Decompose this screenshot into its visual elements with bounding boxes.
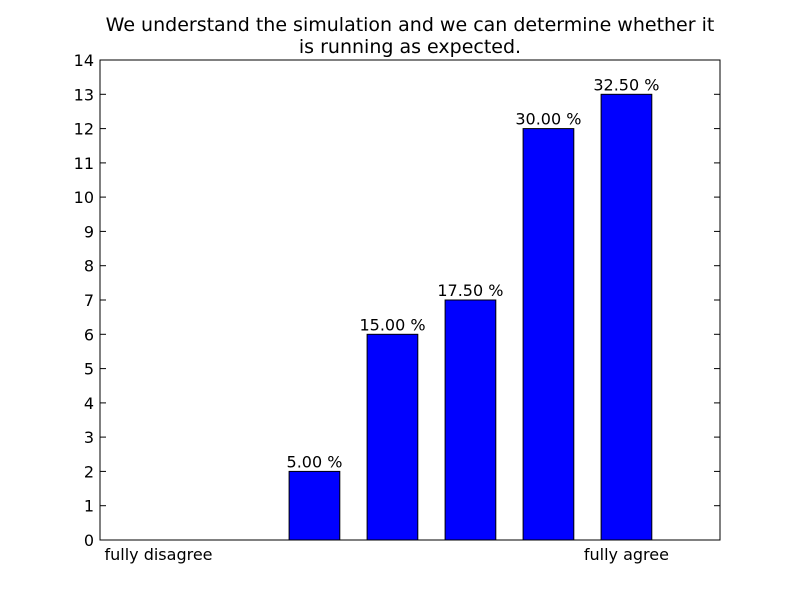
plot-frame [99, 59, 721, 541]
bar-5 [522, 128, 575, 541]
y-tick-label-4: 4 [84, 394, 94, 413]
bar-6 [600, 93, 653, 541]
y-tick-label-9: 9 [84, 222, 94, 241]
chart-title-line-2: is running as expected. [299, 36, 521, 58]
bar-3 [366, 333, 419, 541]
bar-2 [288, 470, 341, 541]
data-label-5: 30.00 % [515, 110, 581, 129]
data-label-2: 5.00 % [287, 452, 343, 471]
y-tick-label-14: 14 [74, 51, 94, 70]
y-tick-label-11: 11 [74, 154, 94, 173]
y-tick-label-2: 2 [84, 462, 94, 481]
y-tick-label-0: 0 [84, 531, 94, 550]
y-tick-label-10: 10 [74, 188, 94, 207]
y-tick-label-7: 7 [84, 291, 94, 310]
x-axis: fully disagree fully agree [104, 545, 668, 564]
data-labels-group: 5.00 % 15.00 % 17.50 % 30.00 % 32.50 % [287, 75, 660, 471]
y-tick-label-5: 5 [84, 360, 94, 379]
y-tick-label-8: 8 [84, 257, 94, 276]
x-tick-label-6: fully agree [584, 545, 669, 564]
data-label-3: 15.00 % [359, 315, 425, 334]
y-tick-label-1: 1 [84, 497, 94, 516]
y-tick-label-6: 6 [84, 325, 94, 344]
bar-4 [444, 299, 497, 541]
chart-title-line-1: We understand the simulation and we can … [106, 14, 715, 36]
y-tick-label-3: 3 [84, 428, 94, 447]
bars-group [288, 93, 653, 541]
y-tick-label-12: 12 [74, 120, 94, 139]
data-label-4: 17.50 % [437, 281, 503, 300]
data-label-6: 32.50 % [593, 75, 659, 94]
x-tick-label-0: fully disagree [104, 545, 212, 564]
y-tick-label-13: 13 [74, 85, 94, 104]
